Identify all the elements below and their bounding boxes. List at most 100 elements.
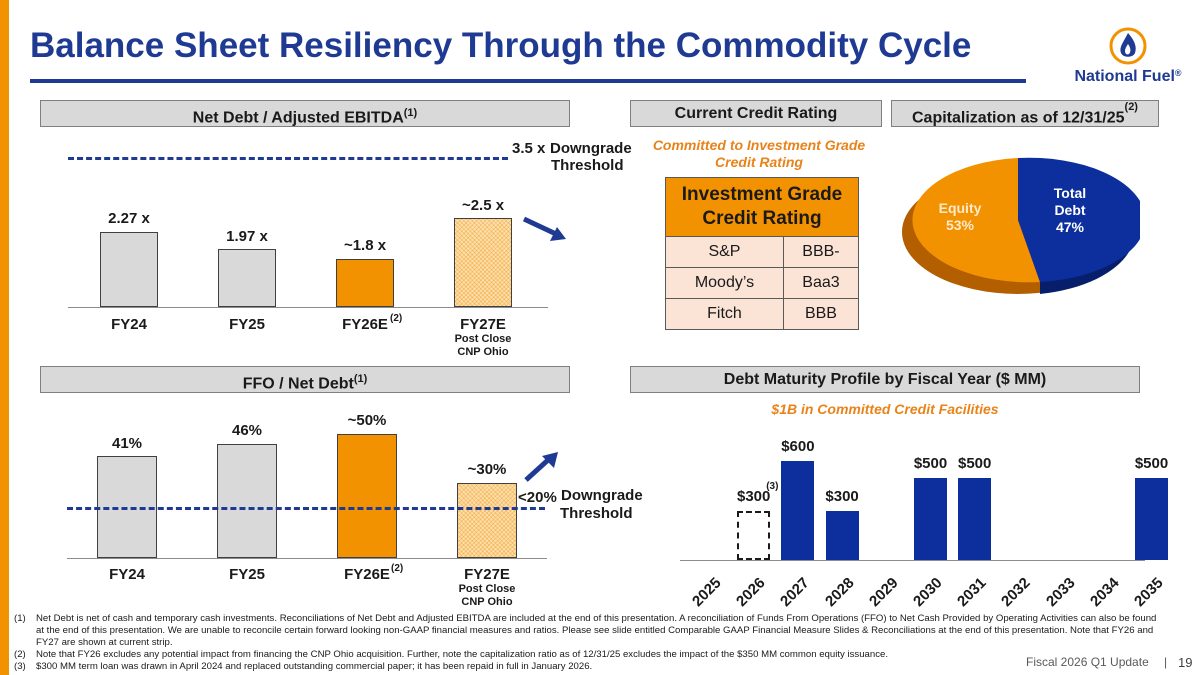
maturity-year-2026: 2026 xyxy=(733,574,769,611)
credit-header: Current Credit Rating xyxy=(630,100,882,127)
maturity-bar-2035 xyxy=(1135,477,1168,560)
net-debt-threshold-line xyxy=(68,157,508,160)
net-debt-cat-fy25: FY25 xyxy=(229,316,265,333)
net-debt-header: Net Debt / Adjusted EBITDA(1) xyxy=(40,100,570,127)
page-title: Balance Sheet Resiliency Through the Com… xyxy=(30,26,972,65)
ffo-cat-fy27e-sub2: CNP Ohio xyxy=(461,596,513,608)
ffo-cat-fy26e: FY26E xyxy=(344,566,390,583)
pie-slice-equity xyxy=(912,158,1040,283)
net-debt-cat-fy27e-sub1: Post Close xyxy=(454,333,512,345)
credit-rating-table: Investment Grade Credit Rating S&P BBB- … xyxy=(665,177,860,330)
title-rule xyxy=(30,79,1026,83)
net-debt-value-fy25: 1.97 x xyxy=(226,228,268,245)
rating-cell: BBB xyxy=(782,298,860,330)
page-number: 19 xyxy=(1178,655,1193,670)
maturity-year-2030: 2030 xyxy=(910,574,946,611)
net-debt-value-fy27e: ~2.5 x xyxy=(461,197,505,214)
flame-icon xyxy=(1109,27,1147,65)
net-debt-cat-fy24: FY24 xyxy=(111,316,147,333)
capitalization-pie-chart xyxy=(902,157,1140,294)
maturity-label-2035: $500 xyxy=(1134,454,1169,472)
net-debt-bar-fy26e xyxy=(336,259,394,307)
maturity-header: Debt Maturity Profile by Fiscal Year ($ … xyxy=(630,366,1140,393)
company-logo: National Fuel® xyxy=(1068,26,1188,88)
logo-text: National Fuel xyxy=(1074,68,1175,85)
footnote-num: (3) xyxy=(14,661,26,672)
footnote-num: (2) xyxy=(14,649,26,660)
maturity-label-2031: $500 xyxy=(958,454,992,472)
accent-bar xyxy=(0,0,9,675)
net-debt-threshold-value: 3.5 x xyxy=(512,140,546,157)
maturity-bar-2030 xyxy=(914,477,947,560)
agency-cell: Moody’s xyxy=(665,267,784,299)
ffo-value-fy25: 46% xyxy=(231,422,263,439)
arrow-up-icon xyxy=(524,452,558,482)
footnote-1: (1) Net Debt is net of cash and temporary… xyxy=(14,613,1164,649)
maturity-label-2026: $300 xyxy=(737,487,771,505)
maturity-year-2025: 2025 xyxy=(689,574,725,611)
ffo-threshold-label-2: Threshold xyxy=(560,505,633,522)
ffo-baseline xyxy=(67,558,547,559)
equity-label-text: Equity xyxy=(938,200,982,216)
ffo-header-text: FFO / Net Debt xyxy=(242,375,354,393)
footnote-num: (1) xyxy=(14,613,26,624)
credit-table-header: Investment Grade Credit Rating xyxy=(665,177,859,237)
ffo-value-fy24: 41% xyxy=(111,435,143,452)
credit-subtitle: Committed to Investment Grade Credit Rat… xyxy=(652,137,866,170)
net-debt-value-fy24: 2.27 x xyxy=(108,210,150,227)
footnote-3: (3) $300 MM term loan was drawn in April … xyxy=(14,661,954,673)
rating-cell: BBB- xyxy=(782,236,860,268)
footnotes: (1) Net Debt is net of cash and temporary… xyxy=(14,613,1164,673)
agency-cell: Fitch xyxy=(665,298,784,330)
credit-table-header-row: Investment Grade Credit Rating xyxy=(665,177,859,237)
ffo-cat-fy26e-sup: (2) xyxy=(391,563,404,574)
capitalization-header-text: Capitalization as of 12/31/25 xyxy=(912,109,1125,127)
arrow-down-icon xyxy=(522,216,566,241)
net-debt-header-sup: (1) xyxy=(403,107,418,119)
ffo-cat-fy24: FY24 xyxy=(109,566,145,583)
ffo-header: FFO / Net Debt(1) xyxy=(40,366,570,393)
ffo-bar-fy27e xyxy=(457,483,517,558)
net-debt-value-fy26e: ~1.8 x xyxy=(343,237,387,254)
ffo-bar-fy26e xyxy=(337,434,397,558)
maturity-label-2028: $300 xyxy=(825,487,859,505)
ffo-value-fy27e: ~30% xyxy=(467,461,507,478)
maturity-dashed-sup: (3) xyxy=(766,480,779,492)
ffo-threshold-label-1: Downgrade xyxy=(561,487,643,504)
logo-name: National Fuel® xyxy=(1068,68,1188,86)
pie-slice-debt xyxy=(1018,157,1140,282)
ffo-cat-fy27e-sub1: Post Close xyxy=(458,583,516,595)
net-debt-bar-fy25 xyxy=(218,249,276,307)
table-row: S&P BBB- xyxy=(665,236,860,268)
maturity-year-2033: 2033 xyxy=(1042,574,1079,611)
equity-label: Equity 53% xyxy=(930,200,990,234)
footer-separator: | xyxy=(1164,655,1168,669)
maturity-baseline xyxy=(680,560,1145,561)
logo-reg: ® xyxy=(1174,68,1182,78)
maturity-label-2027: $600 xyxy=(781,438,815,455)
footnote-text: $300 MM term loan was drawn in April 202… xyxy=(36,661,593,672)
footer-label: Fiscal 2026 Q1 Update xyxy=(1026,655,1149,669)
net-debt-bar-fy27e xyxy=(454,218,512,307)
maturity-year-2027: 2027 xyxy=(777,574,814,611)
maturity-label-2030: $500 xyxy=(913,454,948,472)
debt-label: Total Debt 47% xyxy=(1043,185,1097,236)
ffo-cat-fy27e: FY27E xyxy=(464,566,510,583)
debt-label-pct: 47% xyxy=(1055,219,1085,235)
agency-cell: S&P xyxy=(665,236,784,268)
equity-label-pct: 53% xyxy=(945,217,975,233)
debt-label-text-1: Total xyxy=(1053,185,1087,201)
ffo-threshold-value: <20% xyxy=(518,489,557,506)
maturity-bar-2028 xyxy=(825,510,859,560)
ffo-cat-fy25: FY25 xyxy=(229,566,265,583)
maturity-year-2031: 2031 xyxy=(954,574,990,611)
maturity-subtitle: $1B in Committed Credit Facilities xyxy=(771,401,999,417)
net-debt-baseline xyxy=(68,307,548,308)
rating-cell: Baa3 xyxy=(782,267,860,299)
capitalization-header-sup: (2) xyxy=(1124,101,1138,113)
net-debt-threshold-label-1: Downgrade xyxy=(550,140,632,157)
maturity-bar-2027 xyxy=(781,461,815,560)
capitalization-header: Capitalization as of 12/31/25(2) xyxy=(891,100,1159,127)
net-debt-cat-fy26e: FY26E xyxy=(342,316,388,333)
net-debt-bar-fy24 xyxy=(100,232,158,307)
